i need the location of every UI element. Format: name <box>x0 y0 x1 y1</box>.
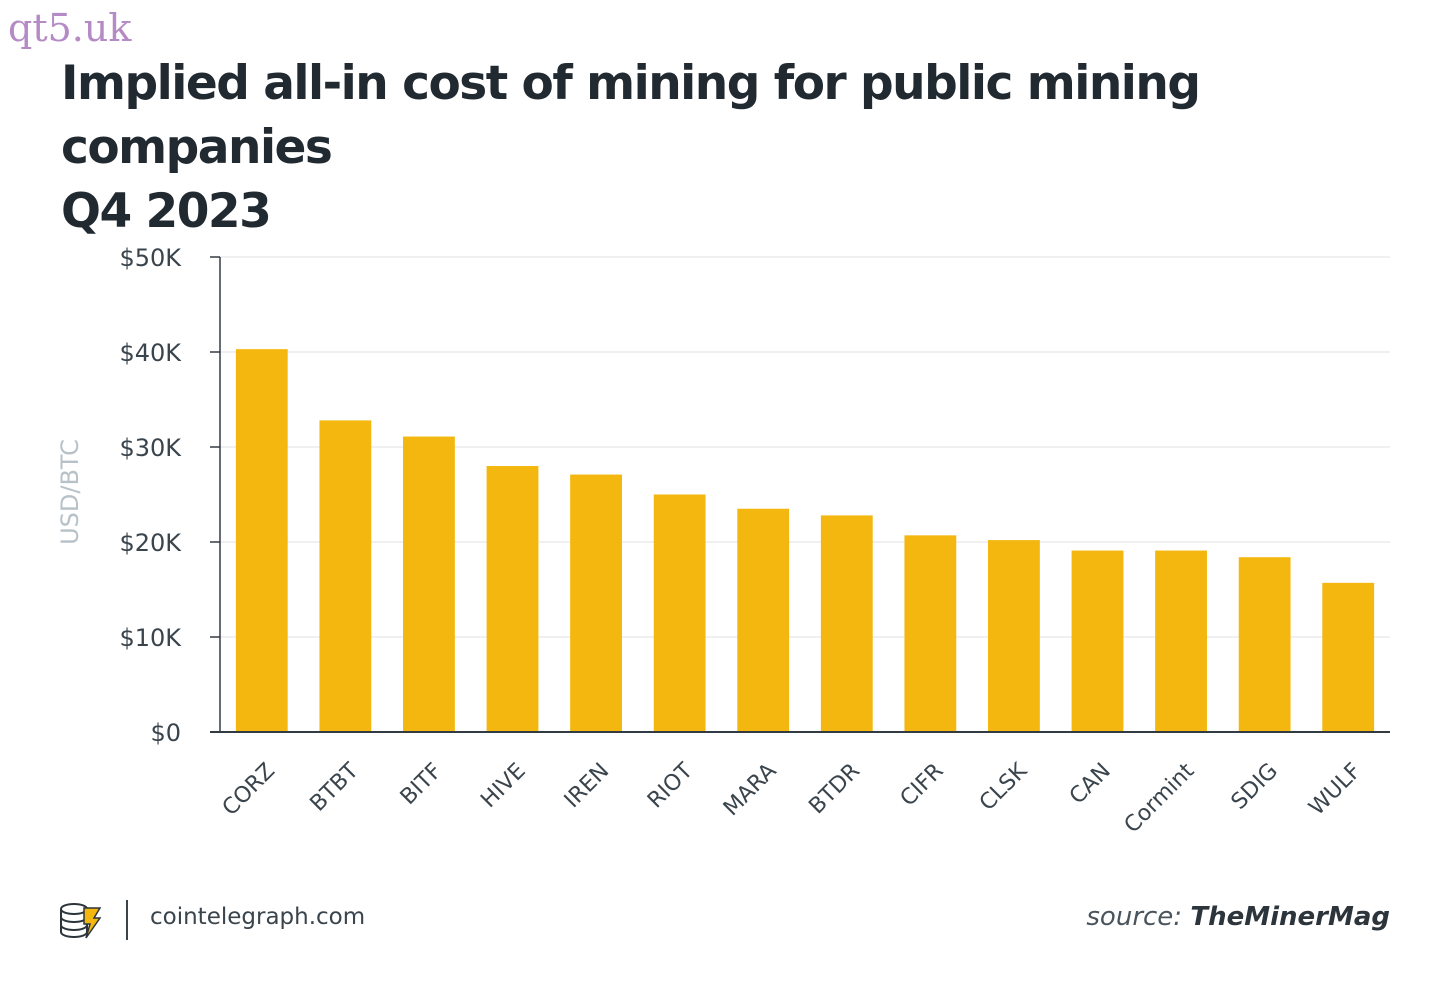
x-tick-label: HIVE <box>476 759 530 813</box>
x-tick-label: WULF <box>1304 759 1366 821</box>
bar <box>737 508 790 732</box>
bar <box>486 466 539 732</box>
y-tick-label: $50K <box>119 244 182 272</box>
y-tick-label: $30K <box>119 434 182 462</box>
title-line-1: Implied all-in cost of mining for public… <box>61 56 1201 175</box>
bar <box>1155 550 1207 732</box>
source-credit: source: TheMinerMag <box>1086 902 1390 932</box>
bar <box>820 515 873 732</box>
x-tick-label: Cormint <box>1120 758 1200 838</box>
y-tick-label: $40K <box>119 339 182 367</box>
x-axis: CORZ BTBT BITF HIVE IREN RIOT MARA BTDR CIFR CLSK… <box>210 731 1390 838</box>
x-tick-label: SDIG <box>1227 759 1283 815</box>
x-tick-label: IREN <box>560 759 615 814</box>
x-tick-label: BTBT <box>306 758 364 816</box>
source-prefix: source: <box>1086 902 1183 932</box>
bar <box>904 535 957 732</box>
chart-title: Implied all-in cost of mining for public… <box>61 52 1401 244</box>
bar <box>235 349 288 732</box>
x-tick-label: BITF <box>396 759 447 810</box>
bar <box>319 420 372 732</box>
y-axis: $0 $10K $20K $30K $40K $50K USD/BTC <box>56 244 221 747</box>
x-tick-label: RIOT <box>643 758 698 813</box>
bar <box>988 540 1040 732</box>
bar <box>403 436 455 732</box>
title-line-2: Q4 2023 <box>61 184 272 239</box>
bars <box>235 349 1375 732</box>
y-axis-title: USD/BTC <box>56 439 84 545</box>
footer-divider <box>126 900 128 940</box>
bar <box>570 474 622 732</box>
cointelegraph-logo-icon <box>58 900 104 946</box>
x-tick-label: MARA <box>719 759 782 822</box>
bar <box>1322 582 1375 732</box>
y-tick-label: $20K <box>119 529 182 557</box>
site-name[interactable]: cointelegraph.com <box>150 904 366 930</box>
x-tick-label: CIFR <box>896 759 949 812</box>
x-tick-label: CAN <box>1065 759 1116 810</box>
bar <box>1238 557 1291 732</box>
source-name: TheMinerMag <box>1190 902 1390 932</box>
y-tick-label: $0 <box>150 719 181 747</box>
x-tick-label: CLSK <box>975 758 1033 816</box>
x-tick-label: CORZ <box>218 759 280 821</box>
watermark: qt5.uk <box>8 6 132 50</box>
bar <box>1071 550 1124 732</box>
gridlines <box>220 256 1390 638</box>
y-tick-label: $10K <box>119 624 182 652</box>
bar <box>653 494 706 732</box>
x-tick-label: BTDR <box>804 759 865 820</box>
